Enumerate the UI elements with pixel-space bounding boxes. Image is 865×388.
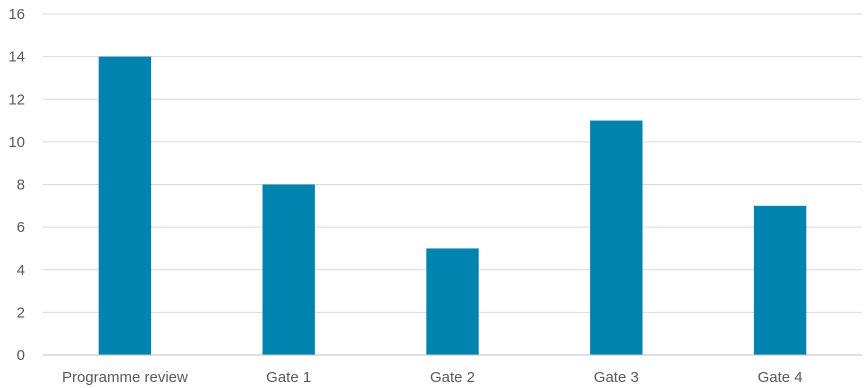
y-tick-label: 0 [17,347,25,364]
bars [98,56,807,355]
x-tick-label: Gate 2 [430,369,475,386]
y-tick-label: 10 [8,134,25,151]
gridlines [43,13,862,313]
x-axis-tick-labels: Programme review Gate 1 Gate 2 Gate 3 Gate 4 [62,369,803,386]
bar-programme-review [98,56,152,355]
y-tick-label: 2 [17,304,25,321]
y-tick-label: 14 [8,49,25,66]
y-tick-label: 16 [8,6,25,23]
x-tick-label: Programme review [62,369,188,386]
y-axis-tick-labels: 0 2 4 6 8 10 12 14 16 [8,6,25,364]
bar-gate-4 [753,205,807,355]
y-tick-label: 8 [17,177,25,194]
bar-gate-2 [426,248,479,355]
y-tick-label: 12 [8,91,25,108]
bar-gate-3 [590,120,643,355]
x-tick-label: Gate 3 [594,369,639,386]
x-tick-label: Gate 1 [266,369,311,386]
bar-gate-1 [262,184,315,355]
y-tick-label: 6 [17,219,25,236]
x-tick-label: Gate 4 [758,369,803,386]
y-tick-label: 4 [17,262,25,279]
